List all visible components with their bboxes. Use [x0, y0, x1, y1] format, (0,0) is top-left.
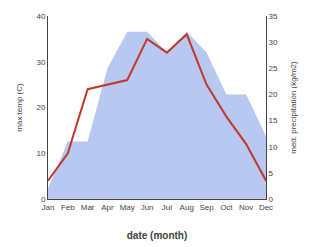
svg-text:Jan: Jan: [42, 203, 55, 212]
svg-text:max temp (C): max temp (C): [15, 83, 24, 132]
svg-text:15: 15: [269, 116, 278, 125]
svg-text:Jun: Jun: [141, 203, 154, 212]
svg-text:10: 10: [269, 143, 278, 152]
svg-text:date (month): date (month): [127, 230, 188, 241]
svg-text:Feb: Feb: [61, 203, 75, 212]
svg-text:Oct: Oct: [220, 203, 233, 212]
svg-text:May: May: [120, 203, 135, 212]
svg-text:5: 5: [269, 169, 274, 178]
svg-text:25: 25: [269, 64, 278, 73]
svg-text:30: 30: [36, 58, 45, 67]
svg-text:Mar: Mar: [81, 203, 95, 212]
svg-text:10: 10: [36, 149, 45, 158]
svg-text:Aug: Aug: [180, 203, 194, 212]
svg-text:med. precipitation (kg/m2): med. precipitation (kg/m2): [289, 61, 298, 154]
svg-text:Dec: Dec: [259, 203, 273, 212]
svg-text:Sep: Sep: [199, 203, 214, 212]
svg-text:20: 20: [269, 90, 278, 99]
svg-text:Jul: Jul: [162, 203, 172, 212]
svg-text:20: 20: [36, 103, 45, 112]
svg-text:35: 35: [269, 12, 278, 21]
svg-text:Nov: Nov: [239, 203, 253, 212]
svg-text:0: 0: [269, 195, 274, 204]
svg-text:Apr: Apr: [101, 203, 114, 212]
svg-text:0: 0: [41, 195, 46, 204]
svg-text:30: 30: [269, 38, 278, 47]
svg-text:40: 40: [36, 12, 45, 21]
